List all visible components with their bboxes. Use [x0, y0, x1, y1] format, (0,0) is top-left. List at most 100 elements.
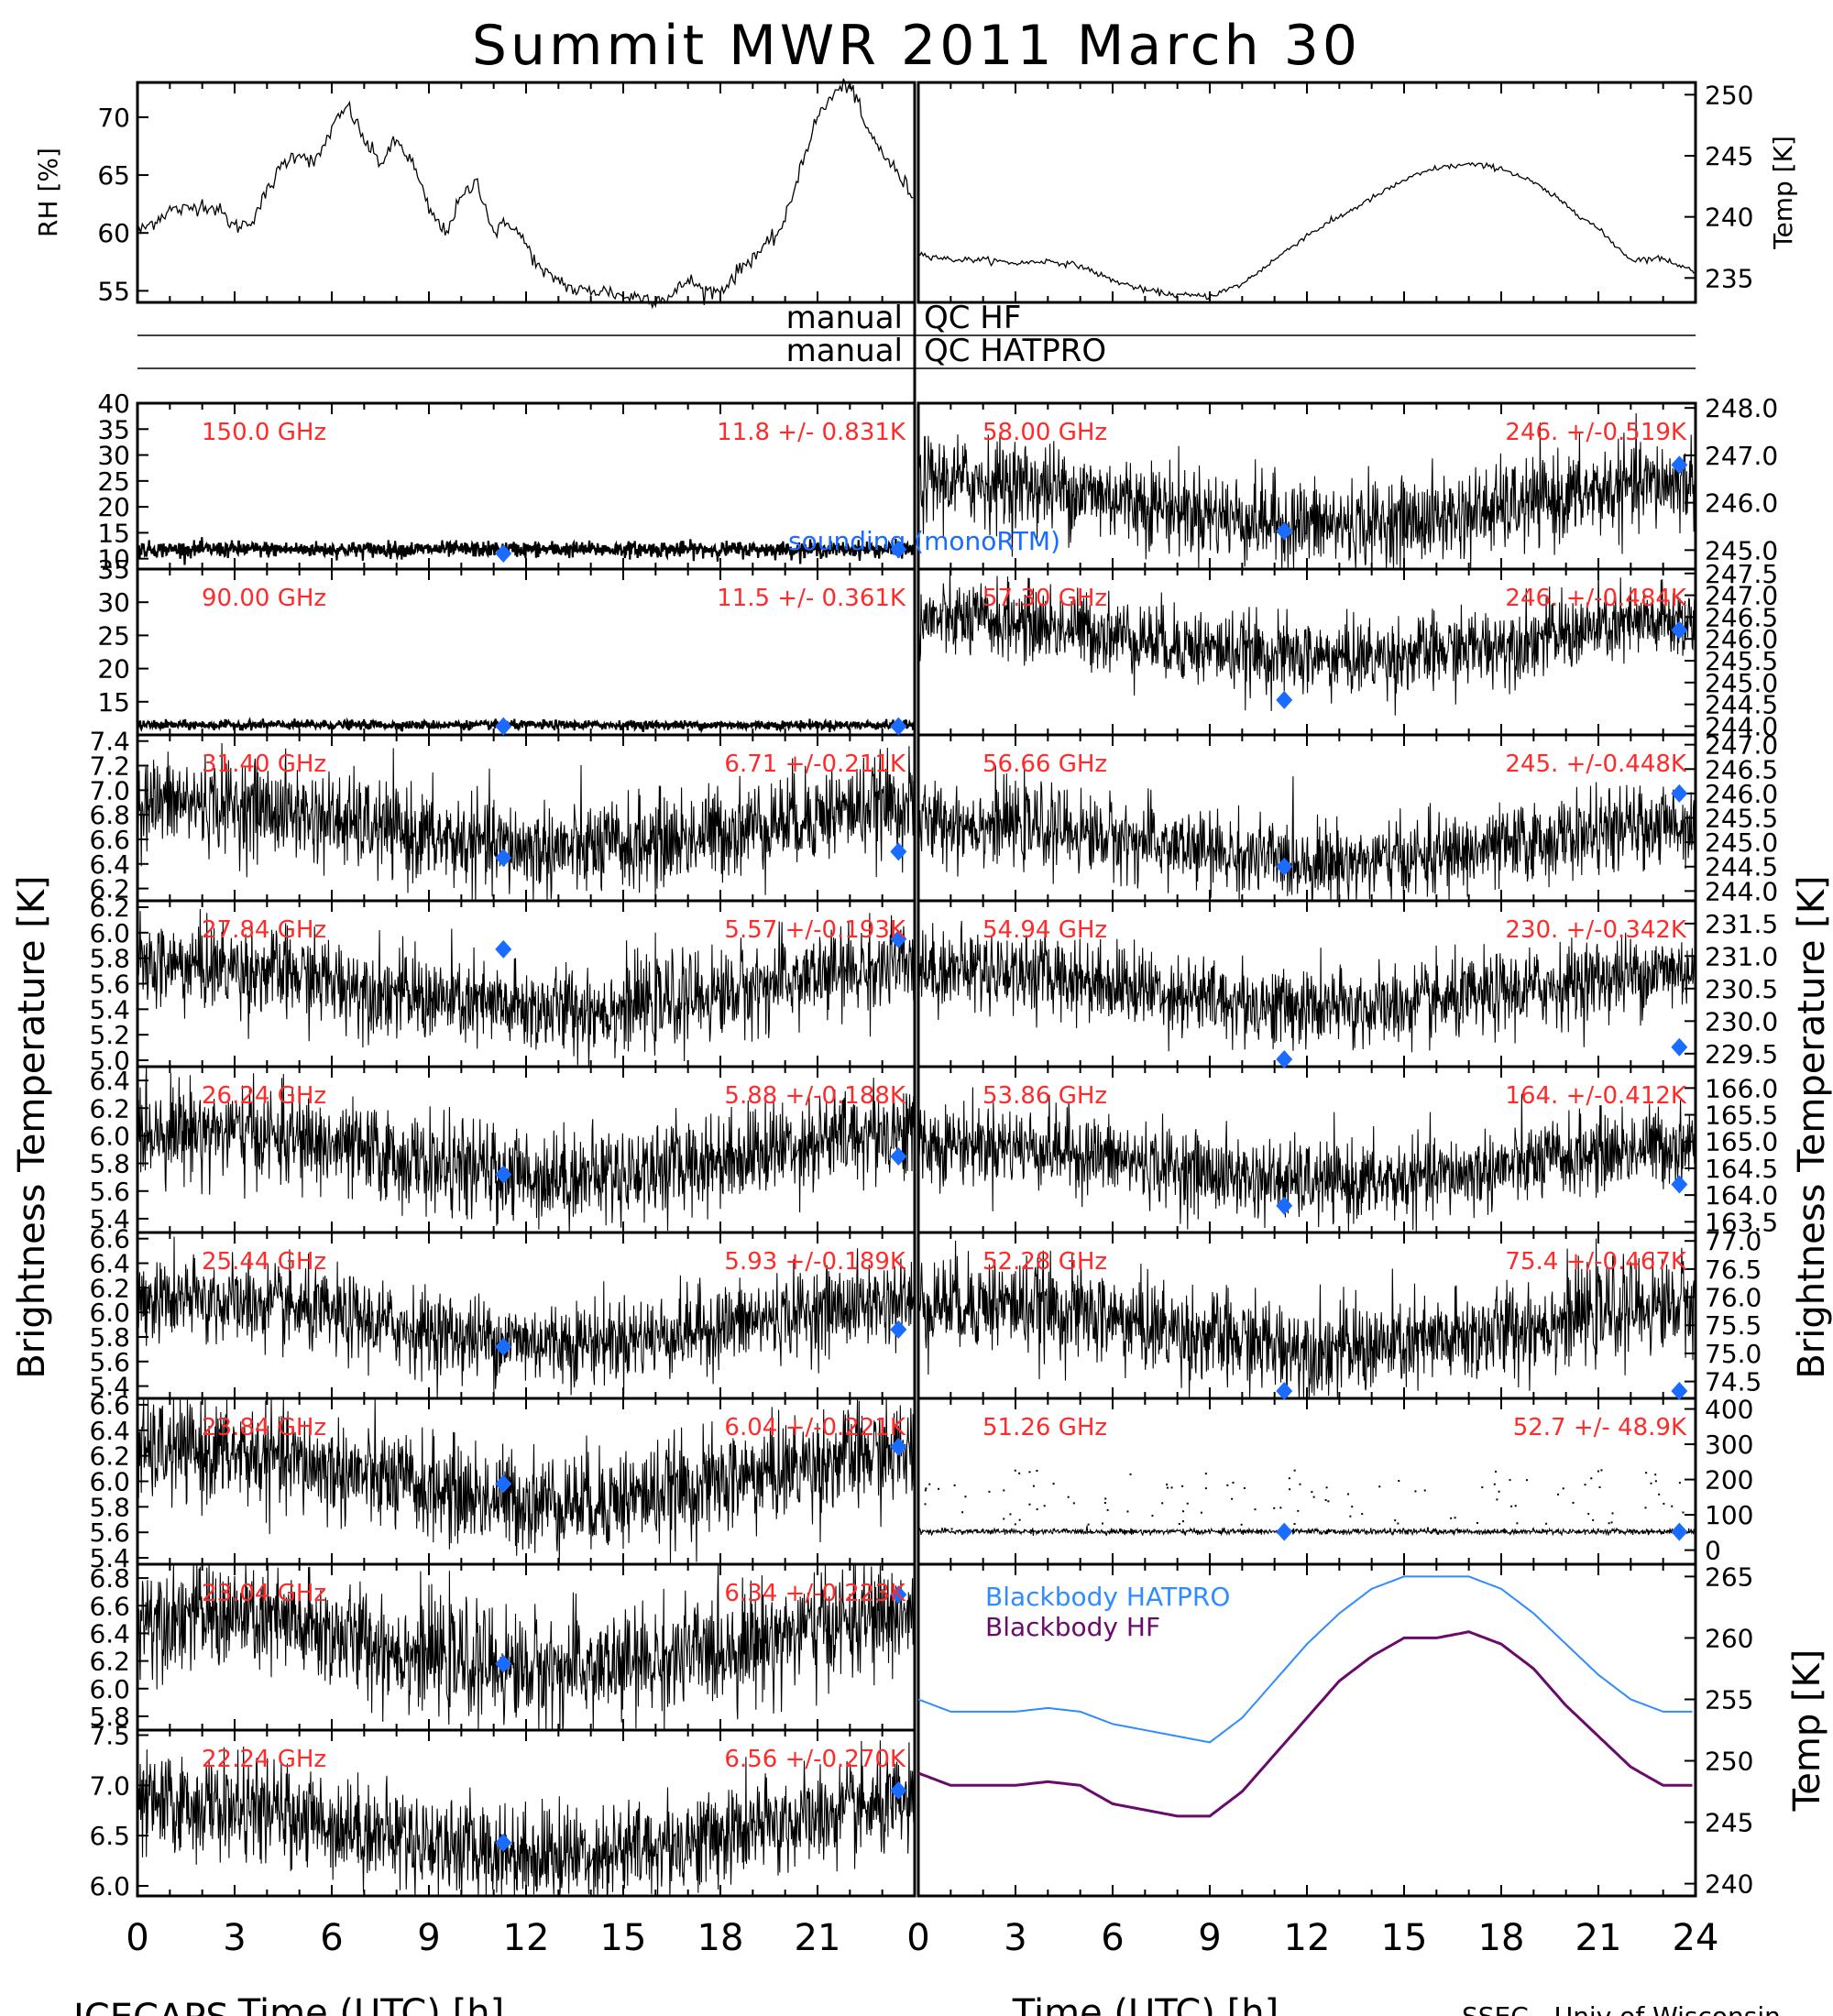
- y-tick-label: 6.2: [89, 1647, 130, 1677]
- stats-label-23.04: 6.34 +/-0.223K: [724, 1580, 906, 1607]
- outlier-point: [1101, 1522, 1103, 1525]
- y-tick-label: 7.5: [89, 1720, 130, 1750]
- outlier-point: [1036, 1470, 1038, 1473]
- freq-label-54.94: 54.94 GHz: [982, 916, 1107, 944]
- outlier-point: [1498, 1490, 1500, 1493]
- outlier-point: [1254, 1508, 1257, 1511]
- y-tick-label: 5.6: [89, 1177, 130, 1207]
- y-tick-label: 35: [97, 554, 130, 585]
- outlier-point: [1654, 1474, 1657, 1476]
- outlier-point: [1516, 1522, 1519, 1525]
- stats-label-26.24: 5.88 +/-0.188K: [724, 1082, 906, 1110]
- y-tick-label: 165.0: [1705, 1127, 1778, 1157]
- y-tick-label: 70: [97, 103, 130, 133]
- outlier-point: [1279, 1507, 1282, 1509]
- sounding-marker: [890, 1320, 907, 1339]
- outlier-point: [1018, 1472, 1021, 1474]
- y-tick-label: 231.5: [1705, 909, 1778, 939]
- outlier-point: [1067, 1496, 1070, 1498]
- y-tick-label: 5.6: [89, 1347, 130, 1377]
- y-tick-label: 245.5: [1705, 804, 1778, 834]
- outlier-point: [1299, 1483, 1301, 1485]
- y-tick-label: 250: [1705, 1747, 1753, 1777]
- y-tick-label: 6.2: [89, 1093, 130, 1123]
- freq-label-150.0: 150.0 GHz: [202, 419, 326, 446]
- outlier-point: [1658, 1493, 1661, 1496]
- x-tick-label: 15: [600, 1917, 647, 1959]
- outlier-point: [1324, 1499, 1327, 1502]
- stats-label-31.40: 6.71 +/-0.211K: [724, 751, 906, 778]
- y-tick-label: 246.0: [1705, 624, 1778, 654]
- outlier-point: [1327, 1500, 1330, 1503]
- outlier-point: [1240, 1523, 1243, 1526]
- y-tick-label: 5.8: [89, 1149, 130, 1179]
- outlier-point: [1029, 1529, 1032, 1532]
- channel-90.00-trace: [136, 717, 916, 734]
- x-tick-label: 24: [1673, 1917, 1719, 1959]
- y-tick-label: 200: [1705, 1465, 1753, 1496]
- sounding-marker: [1276, 1382, 1293, 1400]
- y-tick-label: 245.0: [1705, 827, 1778, 858]
- outlier-point: [1510, 1505, 1513, 1507]
- outlier-point: [1598, 1486, 1601, 1489]
- qc-hatpro-right: QC HATPRO: [924, 333, 1106, 369]
- outlier-point: [1106, 1508, 1109, 1511]
- legend-bb-hatpro: Blackbody HATPRO: [985, 1582, 1230, 1612]
- sounding-marker: [1276, 1196, 1293, 1215]
- outlier-point: [1592, 1518, 1595, 1521]
- sounding-marker: [495, 1833, 512, 1852]
- x-tick-label: 3: [1004, 1917, 1026, 1959]
- y-tick-label: 6.2: [89, 893, 130, 923]
- outlier-point: [1545, 1522, 1548, 1525]
- y-tick-label: 163.5: [1705, 1207, 1778, 1237]
- y-tick-label: 248.0: [1705, 393, 1778, 423]
- outlier-point: [1378, 1485, 1381, 1488]
- sounding-marker: [1671, 783, 1688, 803]
- y-tick-label: 230.5: [1705, 974, 1778, 1004]
- y-tick-label: 400: [1705, 1395, 1753, 1425]
- y-tick-label: 6.4: [89, 1066, 130, 1096]
- outlier-point: [1218, 1530, 1221, 1533]
- sounding-marker: [890, 1585, 907, 1605]
- y-tick-label: 5.2: [89, 1020, 130, 1050]
- freq-label-56.66: 56.66 GHz: [982, 751, 1107, 778]
- outlier-point: [1231, 1497, 1234, 1500]
- y-tick-label: 6.4: [89, 1416, 130, 1446]
- y-tick-label: 244.0: [1705, 711, 1778, 741]
- outlier-point: [1525, 1479, 1528, 1482]
- outlier-point: [1597, 1470, 1599, 1473]
- channel-31.40-trace: [137, 742, 916, 902]
- y-tick-label: 5.4: [89, 994, 130, 1024]
- sounding-marker: [1276, 1050, 1293, 1068]
- outlier-point: [928, 1483, 931, 1485]
- stats-label-58.00: 246. +/-0.519K: [1505, 419, 1687, 446]
- outlier-point: [924, 1503, 927, 1506]
- outlier-point: [1273, 1507, 1276, 1509]
- stats-label-23.84: 6.04 +/-0.221K: [724, 1414, 906, 1441]
- panel-temp-frame: [916, 81, 1697, 304]
- y-tick-label: 7.2: [89, 751, 130, 782]
- outlier-point: [1014, 1523, 1016, 1526]
- outlier-point: [1695, 1509, 1697, 1512]
- outlier-point: [924, 1489, 927, 1492]
- x-tick-label: 9: [1198, 1917, 1221, 1959]
- outlier-point: [1325, 1486, 1328, 1489]
- x-tick-label: 9: [417, 1917, 440, 1959]
- sounding-marker: [1671, 1522, 1688, 1541]
- y-tick-label: 165.5: [1705, 1101, 1778, 1131]
- y-tick-label: 255: [1705, 1684, 1753, 1715]
- outlier-point: [1104, 1497, 1107, 1500]
- y-tick-label: 265: [1705, 1561, 1753, 1592]
- freq-label-25.44: 25.44 GHz: [202, 1248, 326, 1276]
- channel-23.04-trace: [137, 1563, 916, 1731]
- y-tick-label: 246.0: [1705, 488, 1778, 519]
- channel-52.28-trace: [917, 1238, 1696, 1399]
- y-tick-label: 5.8: [89, 1702, 130, 1732]
- data-layer: [136, 78, 1697, 1897]
- y-tick-label: 6.0: [89, 1467, 130, 1497]
- y-tick-label: 40: [97, 389, 130, 419]
- outlier-point: [1610, 1521, 1613, 1524]
- channel-22.24-trace: [137, 1740, 916, 1897]
- y-tick-label: 166.0: [1705, 1073, 1778, 1103]
- freq-label-58.00: 58.00 GHz: [982, 419, 1107, 446]
